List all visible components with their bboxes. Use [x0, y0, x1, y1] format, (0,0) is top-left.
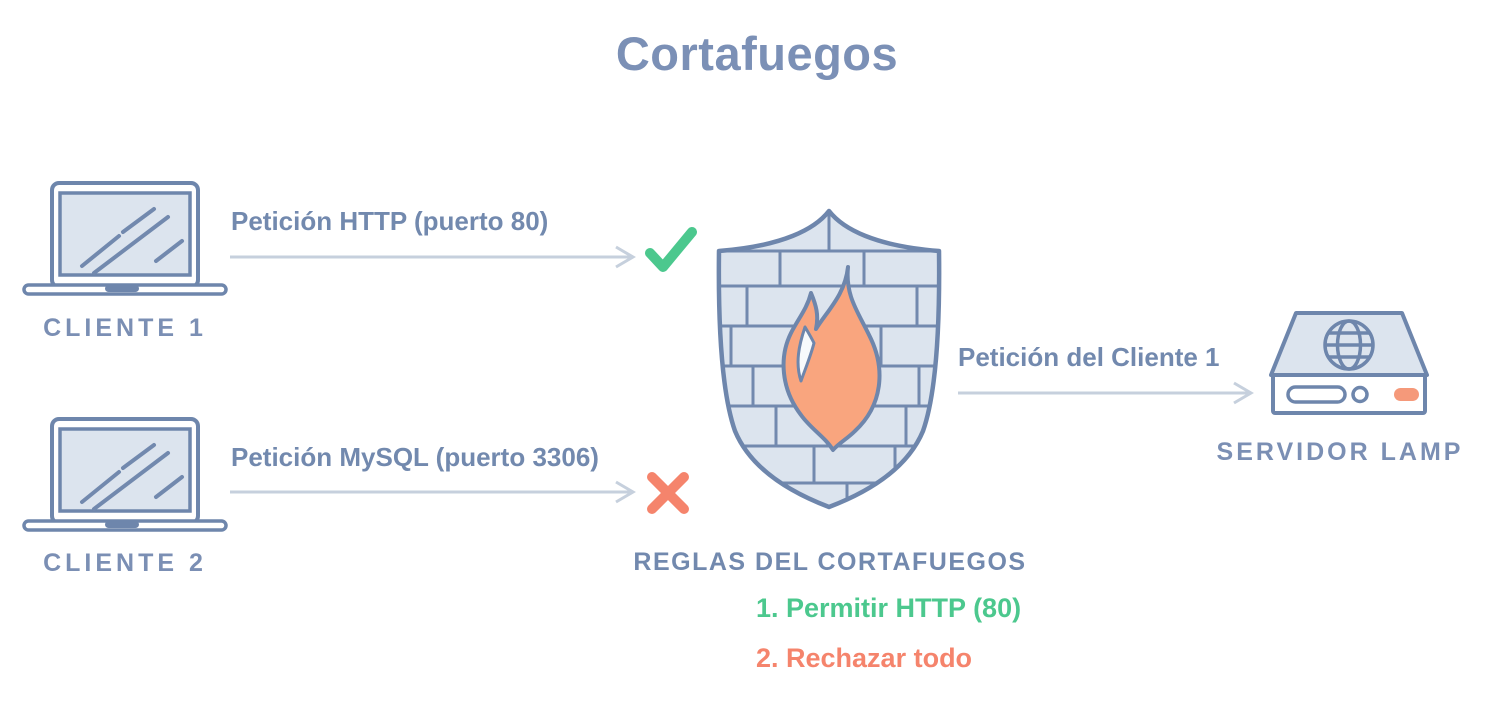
client2-request-label: Petición MySQL (puerto 3306) [231, 442, 599, 472]
server-button [1351, 385, 1369, 404]
flame-icon [781, 265, 882, 452]
diagram-title: Cortafuegos [615, 27, 899, 80]
server-led [1394, 388, 1419, 401]
client1-request-label: Petición HTTP (puerto 80) [231, 206, 549, 236]
arrow-right-icon [230, 480, 636, 504]
server-globe-icon [1269, 311, 1429, 415]
server-label: SERVIDOR LAMP [1216, 438, 1464, 466]
laptop-icon [22, 417, 228, 532]
server-slot [1286, 385, 1347, 404]
x-icon [647, 472, 689, 514]
firewall-rule-allow: 1. Permitir HTTP (80) [756, 593, 1022, 623]
arrow-right-icon [230, 245, 636, 269]
firewall-rules-heading: REGLAS DEL CORTAFUEGOS [633, 548, 1027, 576]
laptop-icon [22, 181, 228, 296]
globe-icon [1323, 319, 1375, 371]
shield-brick-flame-icon [716, 208, 942, 510]
firewall-rule-reject: 2. Rechazar todo [756, 643, 973, 673]
client2-label: CLIENTE 2 [43, 549, 207, 577]
server-request-label: Petición del Cliente 1 [958, 342, 1220, 372]
client1-label: CLIENTE 1 [43, 314, 207, 342]
arrow-right-icon [958, 381, 1254, 405]
checkmark-icon [645, 227, 697, 272]
